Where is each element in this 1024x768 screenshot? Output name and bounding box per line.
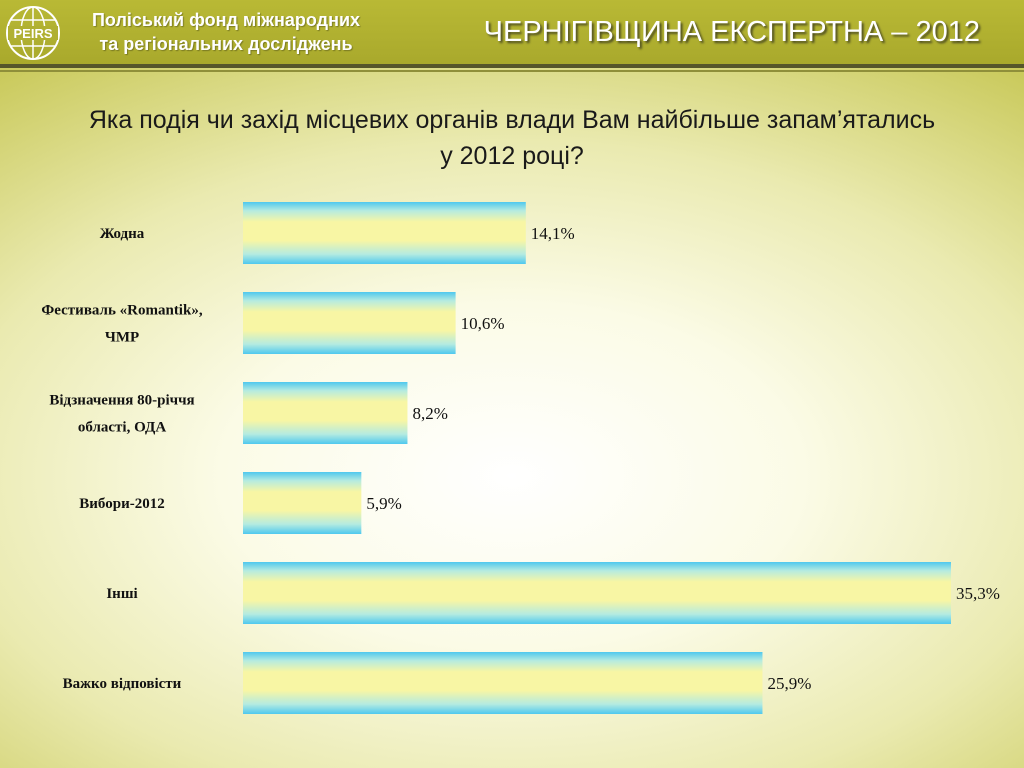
bar-chart: 14,1% Жодна 10,6% Фестиваль «Romantik», ЧМР 8… [41, 202, 1000, 714]
question-title: Яка подія чи захід місцевих органів влад… [10, 102, 1014, 174]
organization-name: Поліський фонд міжнародних та регіональн… [66, 8, 386, 56]
peirs-logo-globe-icon: PEIRS [6, 6, 60, 60]
value-label-2: 10,6% [461, 314, 505, 333]
value-label-1: 14,1% [531, 224, 575, 243]
bar-5 [243, 562, 951, 624]
bar-4 [243, 472, 362, 534]
category-label-line: Вибори-2012 [79, 496, 164, 512]
organization-name-line1: Поліський фонд міжнародних [91, 10, 361, 30]
value-label-5: 35,3% [956, 584, 1000, 603]
organization-name-line2: та регіональних досліджень [99, 34, 353, 54]
category-label-2: Фестиваль «Romantik», ЧМР [41, 303, 202, 346]
category-label-line: Жодна [100, 226, 145, 242]
category-label-1: Жодна [100, 226, 145, 242]
header-divider-thin [0, 70, 1024, 72]
header-bar: PEIRS Поліський фонд міжнародних та регі… [0, 0, 1024, 64]
category-label-4: Вибори-2012 [79, 496, 164, 512]
logo-text: PEIRS [13, 26, 52, 41]
category-label-line: Інші [106, 586, 137, 602]
header-divider [0, 64, 1024, 68]
bar-1 [243, 202, 526, 264]
bar-2 [243, 292, 456, 354]
category-label-3: Відзначення 80-річчя області, ОДА [49, 393, 194, 436]
category-label-line: Фестиваль «Romantik», [41, 303, 202, 319]
project-title: ЧЕРНІГІВЩИНА ЕКСПЕРТНА – 2012 [483, 16, 980, 48]
bar-6 [243, 652, 763, 714]
question-title-line2: у 2012 році? [440, 142, 584, 170]
value-label-4: 5,9% [366, 494, 401, 513]
bar-3 [243, 382, 408, 444]
category-label-line: області, ОДА [78, 420, 166, 436]
value-label-3: 8,2% [412, 404, 447, 423]
category-label-line: Відзначення 80-річчя [49, 393, 194, 409]
question-title-line1: Яка подія чи захід місцевих органів влад… [88, 106, 936, 134]
category-label-line: Важко відповісти [63, 676, 182, 692]
value-label-6: 25,9% [767, 674, 811, 693]
category-label-5: Інші [106, 586, 137, 602]
category-label-6: Важко відповісти [63, 676, 182, 692]
category-label-line: ЧМР [105, 330, 139, 346]
